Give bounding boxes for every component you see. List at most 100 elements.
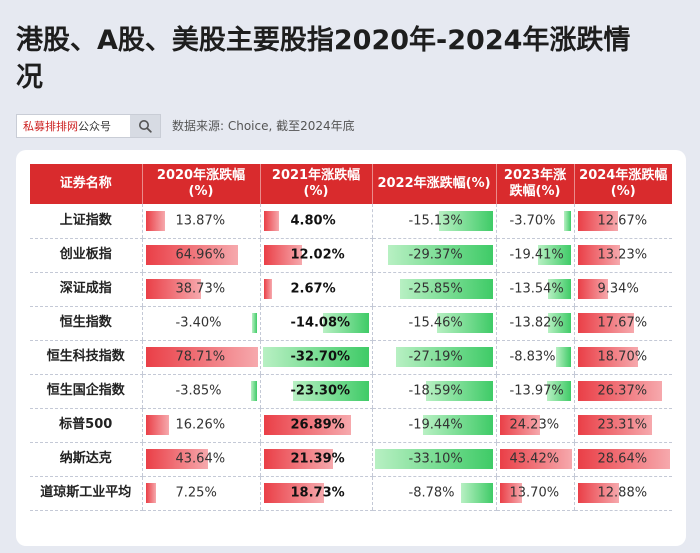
value-bar bbox=[145, 245, 238, 265]
header-2020: 2020年涨跌幅(%) bbox=[141, 164, 260, 204]
value-cell-2020: -3.85% bbox=[141, 374, 260, 409]
search-bar[interactable]: 私募排排网公众号 bbox=[16, 114, 161, 138]
value-bar bbox=[577, 415, 653, 435]
index-name: 恒生国企指数 bbox=[30, 374, 142, 409]
value-label: 12.02% bbox=[290, 247, 345, 263]
value-label: 26.89% bbox=[290, 417, 345, 433]
value-cell-2021: 18.73% bbox=[259, 476, 372, 511]
value-bar bbox=[577, 313, 635, 333]
value-cell-2020: 64.96% bbox=[141, 238, 260, 273]
table-row: 深证成指 38.73% 2.67% -25.85% -13.54% 9.34% bbox=[30, 272, 672, 307]
table-row: 恒生国企指数 -3.85% -23.30% -18.59% -13.97% 26.37% bbox=[30, 374, 672, 409]
value-label: 21.39% bbox=[290, 451, 345, 467]
value-cell-2023: 43.42% bbox=[495, 442, 574, 477]
value-bar bbox=[438, 210, 493, 231]
value-cell-2021: 12.02% bbox=[259, 238, 372, 273]
value-cell-2023: -13.82% bbox=[495, 306, 574, 341]
value-cell-2023: -3.70% bbox=[495, 204, 574, 239]
value-label: 13.70% bbox=[509, 485, 560, 501]
value-cell-2021: -32.70% bbox=[259, 340, 372, 375]
value-cell-2024: 13.23% bbox=[573, 238, 672, 273]
search-brand: 私募排排网 bbox=[23, 120, 78, 133]
value-label: -13.54% bbox=[509, 281, 564, 297]
value-bar bbox=[374, 449, 493, 469]
value-bar bbox=[577, 210, 619, 231]
value-bar bbox=[577, 449, 670, 469]
value-bar bbox=[577, 279, 608, 299]
value-bar bbox=[548, 279, 571, 299]
value-cell-2023: -8.83% bbox=[495, 340, 574, 375]
page-title: 港股、A股、美股主要股指2020年-2024年涨跌情况 bbox=[16, 25, 631, 93]
index-name: 道琼斯工业平均 bbox=[30, 476, 142, 511]
value-label: 43.42% bbox=[509, 451, 560, 467]
value-bar bbox=[145, 483, 156, 503]
value-label: 28.64% bbox=[597, 451, 648, 467]
value-cell-2022: -29.37% bbox=[371, 238, 496, 273]
value-cell-2020: 16.26% bbox=[141, 408, 260, 443]
value-label: -25.85% bbox=[408, 281, 463, 297]
value-bar bbox=[499, 449, 572, 469]
table-row: 恒生科技指数 78.71% -32.70% -27.19% -8.83% 18.70% bbox=[30, 340, 672, 375]
value-label: -19.44% bbox=[408, 417, 463, 433]
table-card: 证券名称 2020年涨跌幅(%) 2021年涨跌幅(%) 2022年涨跌幅(%)… bbox=[16, 150, 686, 546]
value-bar bbox=[499, 483, 523, 503]
value-bar bbox=[400, 279, 493, 299]
value-cell-2023: -13.54% bbox=[495, 272, 574, 307]
value-bar bbox=[251, 381, 257, 401]
value-label: 43.64% bbox=[175, 451, 226, 467]
index-name: 深证成指 bbox=[30, 272, 142, 307]
index-name: 标普500 bbox=[30, 408, 142, 443]
value-bar bbox=[547, 381, 571, 401]
value-label: 7.25% bbox=[175, 485, 217, 501]
value-label: 23.31% bbox=[597, 417, 648, 433]
value-label: -13.97% bbox=[509, 383, 564, 399]
value-cell-2021: 2.67% bbox=[259, 272, 372, 307]
table-header-row: 证券名称 2020年涨跌幅(%) 2021年涨跌幅(%) 2022年涨跌幅(%)… bbox=[30, 164, 672, 204]
value-cell-2023: 24.23% bbox=[495, 408, 574, 443]
table-row: 上证指数 13.87% 4.80% -15.13% -3.70% 12.67% bbox=[30, 204, 672, 239]
value-label: 26.37% bbox=[597, 383, 648, 399]
value-bar bbox=[292, 381, 369, 401]
value-bar bbox=[395, 347, 493, 367]
value-label: 12.67% bbox=[597, 213, 648, 229]
value-cell-2024: 23.31% bbox=[573, 408, 672, 443]
value-cell-2020: 7.25% bbox=[141, 476, 260, 511]
value-bar bbox=[262, 347, 369, 367]
value-bar bbox=[437, 313, 493, 333]
value-cell-2022: -8.78% bbox=[371, 476, 496, 511]
header-2022: 2022年涨跌幅(%) bbox=[371, 164, 496, 204]
value-cell-2022: -15.13% bbox=[371, 204, 496, 239]
value-label: 78.71% bbox=[175, 349, 226, 365]
value-label: -18.59% bbox=[408, 383, 463, 399]
value-label: 24.23% bbox=[509, 417, 560, 433]
value-label: -27.19% bbox=[408, 349, 463, 365]
value-label: -14.08% bbox=[290, 315, 351, 331]
value-label: -23.30% bbox=[290, 383, 351, 399]
value-bar bbox=[387, 245, 493, 265]
index-name: 上证指数 bbox=[30, 204, 142, 239]
value-bar bbox=[577, 245, 620, 265]
value-bar bbox=[145, 449, 208, 469]
value-cell-2021: 4.80% bbox=[259, 204, 372, 239]
value-label: -32.70% bbox=[290, 349, 351, 365]
value-bar bbox=[426, 381, 493, 401]
value-bar bbox=[145, 415, 169, 435]
value-cell-2024: 17.67% bbox=[573, 306, 672, 341]
table-body: 上证指数 13.87% 4.80% -15.13% -3.70% 12.67% 创业板指 64… bbox=[30, 204, 672, 511]
value-cell-2020: 13.87% bbox=[141, 204, 260, 239]
index-name: 创业板指 bbox=[30, 238, 142, 273]
value-bar bbox=[263, 449, 333, 469]
value-label: 38.73% bbox=[175, 281, 226, 297]
value-bar bbox=[547, 313, 571, 333]
value-cell-2023: -13.97% bbox=[495, 374, 574, 409]
index-name: 纳斯达克 bbox=[30, 442, 142, 477]
value-label: 18.73% bbox=[290, 485, 345, 501]
search-icon bbox=[139, 120, 152, 133]
value-bar bbox=[263, 245, 303, 265]
value-label: 2.67% bbox=[290, 281, 336, 297]
value-bar bbox=[538, 245, 571, 265]
value-label: -29.37% bbox=[408, 247, 463, 263]
value-bar bbox=[145, 279, 201, 299]
search-button[interactable] bbox=[130, 115, 160, 137]
search-label: 私募排排网公众号 bbox=[17, 118, 111, 134]
